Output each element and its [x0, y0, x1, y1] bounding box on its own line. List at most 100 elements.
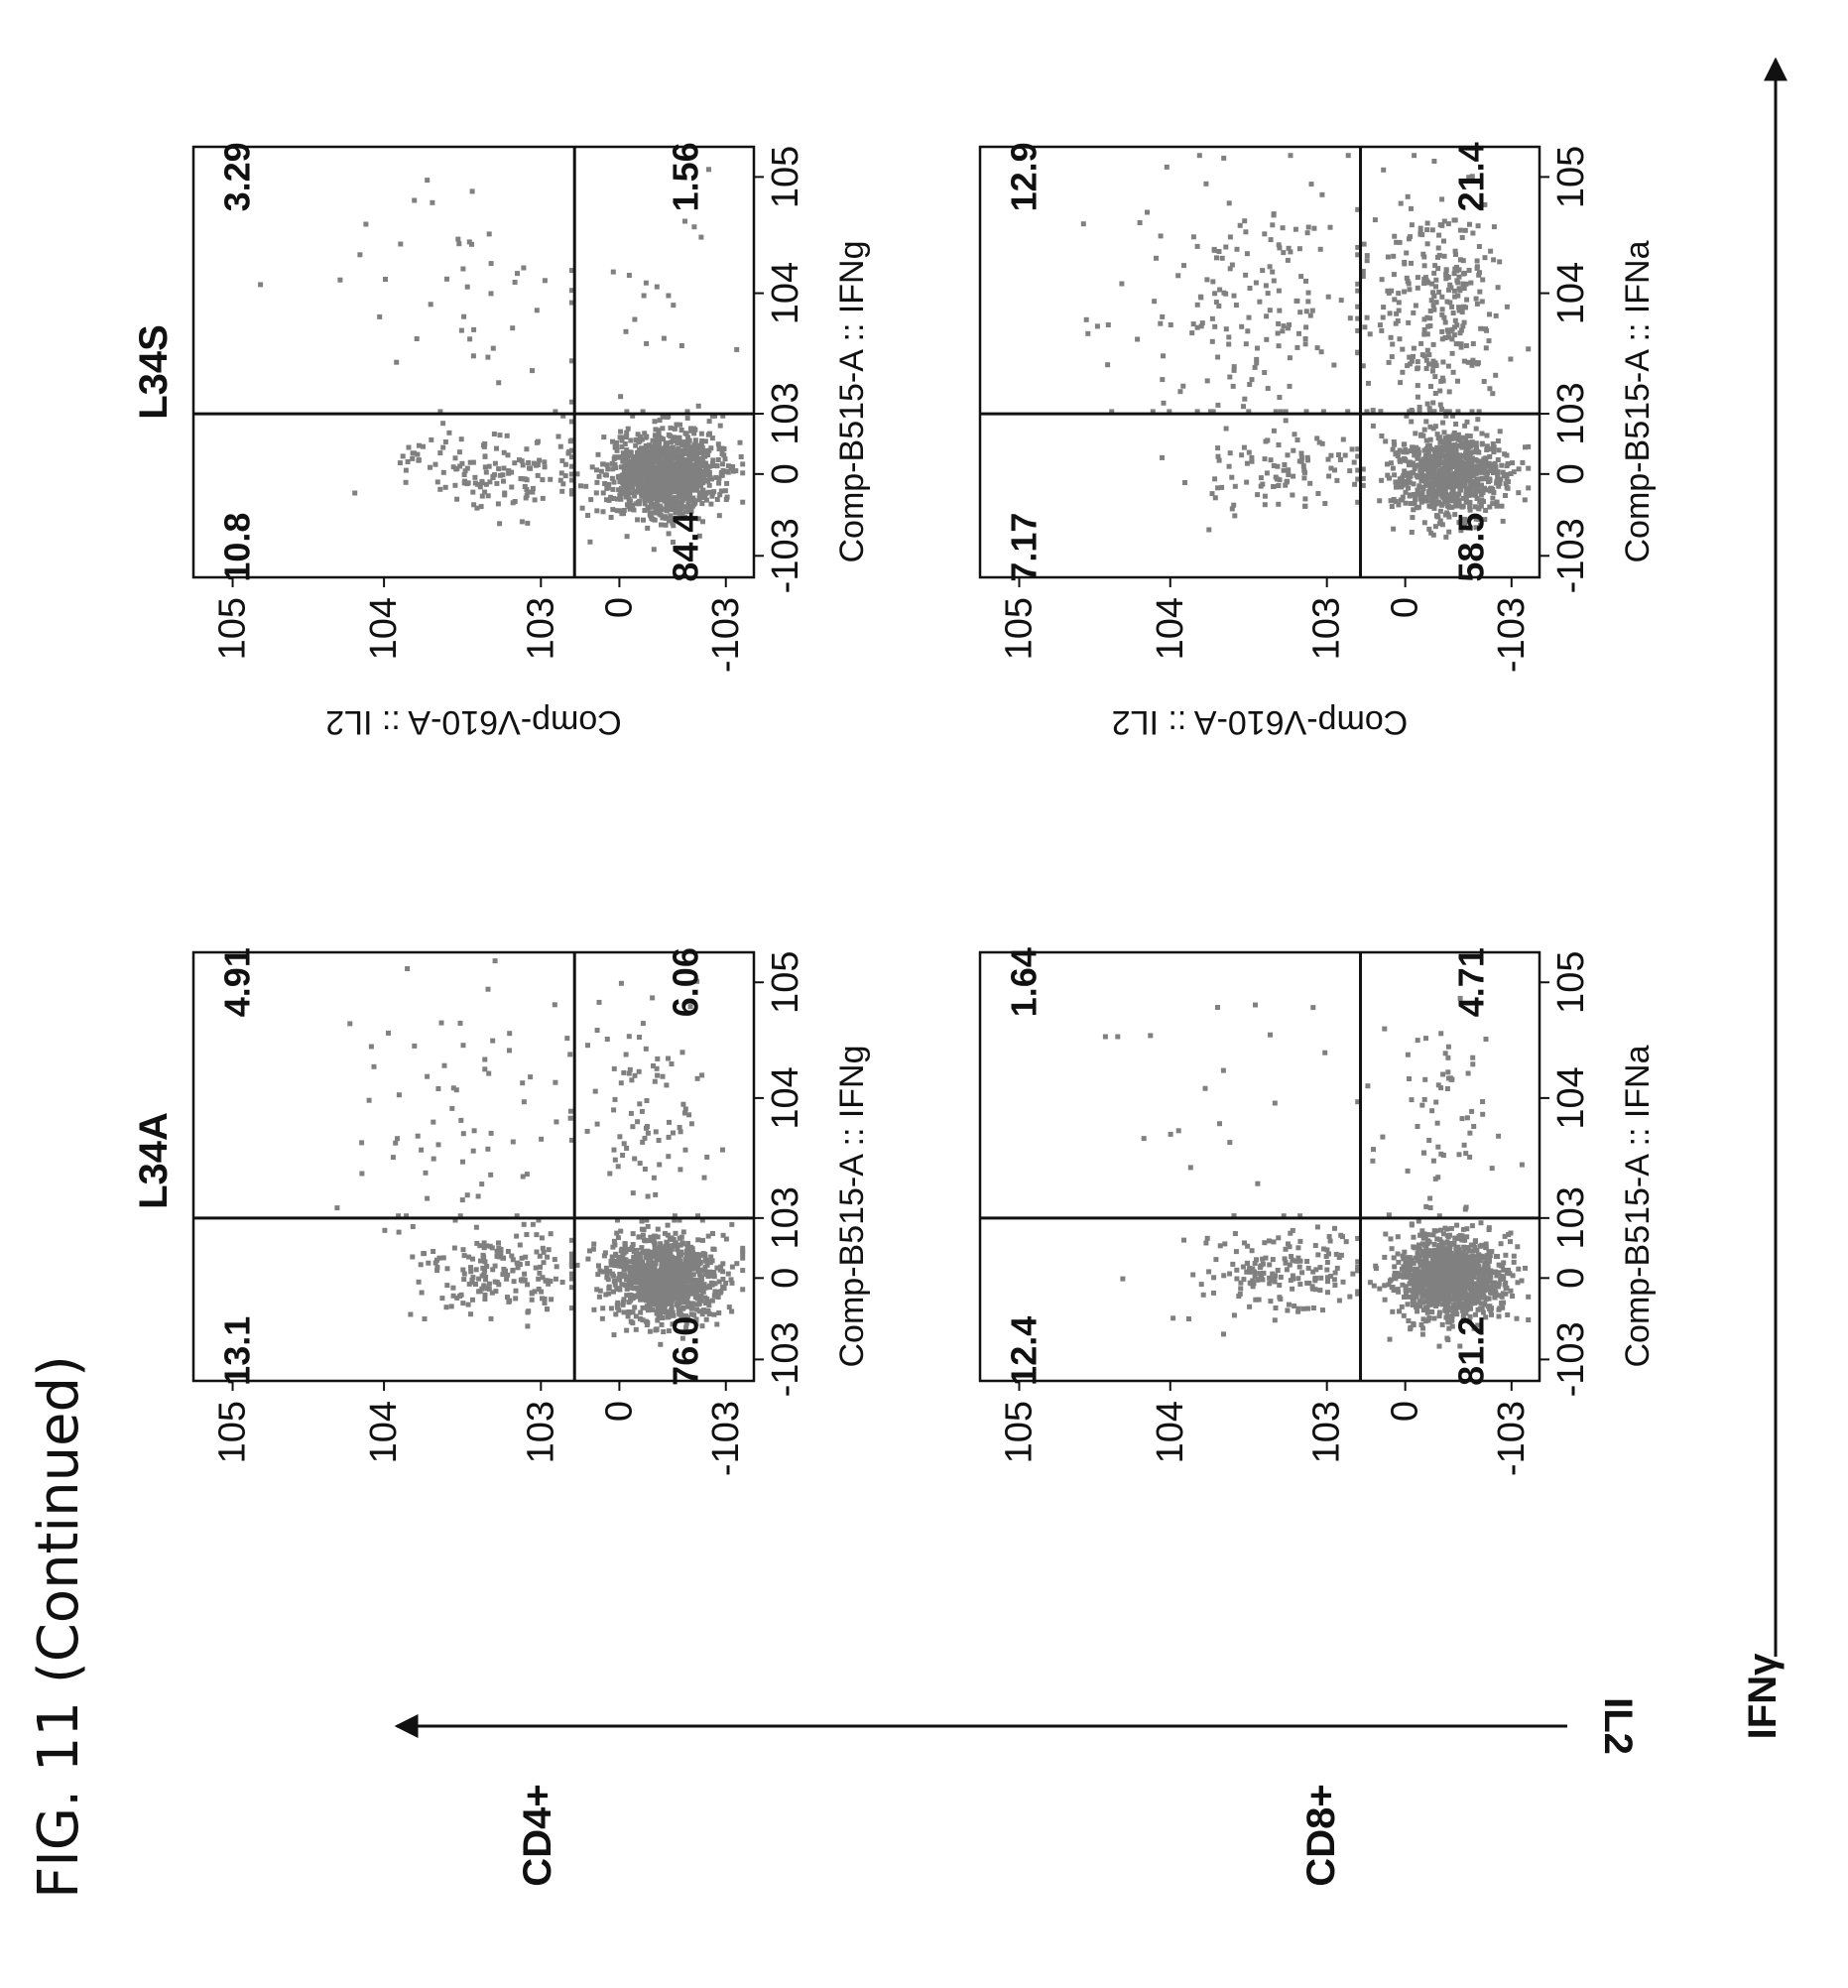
event-dot [635, 517, 640, 522]
event-dot [560, 1280, 565, 1285]
event-dot [1303, 279, 1308, 284]
event-dot [1343, 453, 1348, 458]
y-tick-label: 103 [520, 597, 561, 660]
event-dot [704, 1297, 709, 1302]
event-dot [1303, 336, 1308, 341]
event-dot [1432, 374, 1437, 379]
event-dot [1416, 488, 1420, 493]
event-dot [1470, 439, 1475, 444]
event-dot [553, 1002, 557, 1007]
event-dot [428, 465, 432, 470]
event-dot [1441, 239, 1446, 244]
event-dot [1433, 463, 1438, 468]
event-dot [554, 1277, 558, 1282]
event-dot [718, 1289, 723, 1294]
event-dot [541, 1246, 546, 1251]
event-dot [1302, 496, 1307, 501]
event-dot [1242, 218, 1247, 223]
event-dot [1165, 165, 1170, 170]
event-dot [638, 1161, 643, 1166]
event-dot [628, 478, 633, 483]
event-dot [642, 1238, 647, 1243]
event-dot [690, 1301, 695, 1305]
event-dot [1215, 355, 1220, 360]
event-dot [1191, 234, 1196, 239]
event-dot [1487, 386, 1492, 391]
x-tick-label: 105 [765, 951, 806, 1014]
event-dot [1214, 255, 1219, 260]
event-dot [685, 1294, 690, 1299]
event-dot [715, 497, 720, 502]
event-dot [700, 445, 705, 450]
event-dot [1488, 249, 1493, 254]
event-dot [619, 1080, 624, 1085]
event-dot [547, 1247, 552, 1252]
event-dot [658, 490, 663, 495]
event-dot [1381, 315, 1386, 320]
figure-title: FIG. 11 (Continued) [27, 1355, 91, 1899]
event-dot [1226, 334, 1231, 339]
event-dot [671, 1131, 676, 1136]
event-dot [1271, 484, 1276, 489]
event-dot [667, 1120, 672, 1125]
event-dot [1415, 1308, 1419, 1313]
event-dot [694, 1287, 699, 1292]
event-dot [1499, 463, 1504, 468]
event-dot [513, 280, 518, 285]
event-dot [1501, 519, 1506, 524]
event-dot [367, 1098, 372, 1103]
event-dot [1457, 288, 1462, 293]
event-dot [707, 419, 712, 424]
event-dot [1456, 436, 1461, 441]
event-dot [525, 1323, 530, 1328]
event-dot [641, 1021, 646, 1026]
event-dot [520, 1279, 525, 1284]
event-dot [646, 1131, 651, 1136]
event-dot [490, 474, 495, 479]
event-dot [1276, 483, 1281, 488]
event-dot [653, 1192, 658, 1197]
event-dot [549, 1231, 554, 1236]
event-dot [542, 459, 547, 464]
event-dot [678, 478, 683, 483]
event-dot [1487, 311, 1492, 316]
event-dot [484, 1243, 489, 1248]
event-dot [1416, 286, 1420, 291]
event-dot [421, 1251, 426, 1256]
event-dot [1272, 429, 1277, 434]
event-dot [638, 482, 643, 487]
event-dot [675, 464, 679, 469]
event-dot [458, 1118, 463, 1123]
event-dot [498, 433, 503, 437]
event-dot [1425, 348, 1430, 353]
event-dot [672, 1285, 677, 1290]
event-dot [470, 1298, 475, 1303]
event-dot [1481, 487, 1486, 492]
event-dot [372, 1064, 377, 1069]
event-dot [1422, 428, 1427, 433]
event-dot [1416, 395, 1420, 400]
event-dot [1379, 478, 1384, 483]
event-dot [691, 487, 696, 492]
event-dot [461, 1131, 466, 1136]
event-dot [617, 454, 622, 459]
event-dot [683, 451, 688, 456]
event-dot [1436, 435, 1441, 440]
event-dot [1523, 497, 1528, 502]
event-dot [1412, 481, 1417, 486]
event-dot [1471, 449, 1476, 454]
event-dot [640, 445, 645, 450]
event-dot [578, 483, 583, 488]
event-dot [258, 282, 263, 287]
event-dot [1378, 322, 1383, 327]
event-dot [429, 302, 433, 307]
event-dot [727, 1305, 732, 1309]
event-dot [1490, 501, 1495, 506]
event-dot [631, 1231, 636, 1236]
event-dot [1500, 504, 1505, 509]
event-dot [653, 491, 658, 496]
x-tick-label: 0 [1550, 463, 1592, 484]
event-dot [671, 1264, 676, 1269]
event-dot [605, 1037, 610, 1042]
